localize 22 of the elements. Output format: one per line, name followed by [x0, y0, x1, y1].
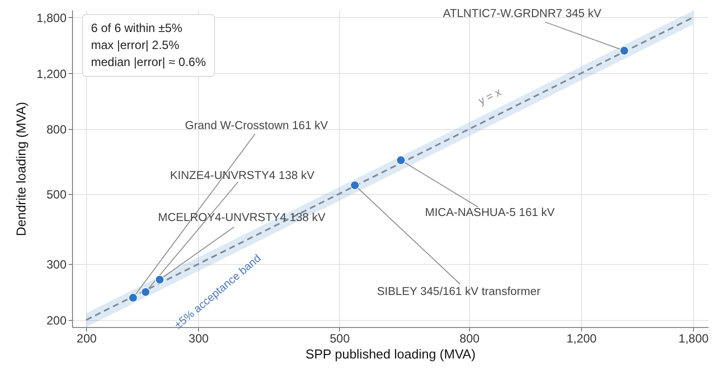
y-axis-title: Dendrite loading (MVA)	[13, 102, 28, 236]
y-tick-label: 1,200	[36, 66, 67, 81]
annotation: MICA-NASHUA-5 161 kV	[425, 207, 556, 219]
y-tick-label: 300	[46, 258, 67, 272]
x-axis-title: SPP published loading (MVA)	[305, 346, 476, 362]
y-tick-label: 800	[46, 122, 67, 137]
text: y = x	[476, 86, 504, 108]
x-tick-label: 300	[188, 332, 209, 346]
x-tick-label: 200	[76, 332, 97, 346]
annotation: max |error| 2.5%	[91, 37, 180, 54]
annotation: SIBLEY 345/161 kV transformer	[377, 286, 541, 298]
y-tick-label: 200	[46, 313, 67, 328]
y-tick-label: 1,800	[36, 10, 67, 25]
annotation: ATLNTIC7-W.GRDNR7 345 kV	[443, 8, 602, 20]
x-tick-label: 1,800	[678, 332, 709, 346]
x-tick-label: 500	[330, 332, 350, 346]
y-tick-label: 500	[46, 187, 67, 202]
x-tick-label: 1,200	[566, 332, 597, 346]
annotation: 6 of 6 within ±5%	[91, 20, 184, 37]
x-tick-label: 800	[460, 332, 480, 346]
annotation: median |error| ≈ 0.6%	[91, 54, 206, 71]
annotation: Grand W-Crosstown 161 kV	[185, 120, 328, 132]
